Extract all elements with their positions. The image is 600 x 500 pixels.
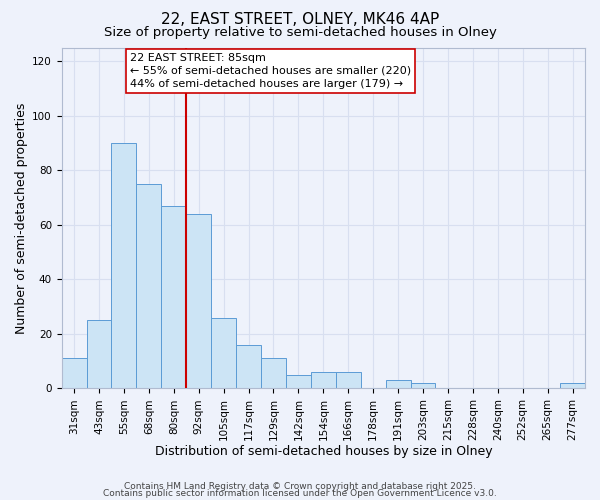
Text: 22, EAST STREET, OLNEY, MK46 4AP: 22, EAST STREET, OLNEY, MK46 4AP xyxy=(161,12,439,28)
Bar xyxy=(386,380,410,388)
Bar xyxy=(211,318,236,388)
Text: Size of property relative to semi-detached houses in Olney: Size of property relative to semi-detach… xyxy=(104,26,496,39)
Bar xyxy=(236,345,261,389)
Bar xyxy=(560,383,585,388)
Y-axis label: Number of semi-detached properties: Number of semi-detached properties xyxy=(15,102,28,334)
Bar xyxy=(86,320,112,388)
Bar xyxy=(161,206,186,388)
Text: Contains HM Land Registry data © Crown copyright and database right 2025.: Contains HM Land Registry data © Crown c… xyxy=(124,482,476,491)
Bar xyxy=(186,214,211,388)
Bar xyxy=(62,358,86,388)
Text: 22 EAST STREET: 85sqm
← 55% of semi-detached houses are smaller (220)
44% of sem: 22 EAST STREET: 85sqm ← 55% of semi-deta… xyxy=(130,52,411,89)
X-axis label: Distribution of semi-detached houses by size in Olney: Distribution of semi-detached houses by … xyxy=(155,444,492,458)
Bar xyxy=(410,383,436,388)
Bar xyxy=(336,372,361,388)
Text: Contains public sector information licensed under the Open Government Licence v3: Contains public sector information licen… xyxy=(103,490,497,498)
Bar xyxy=(286,375,311,388)
Bar xyxy=(261,358,286,388)
Bar xyxy=(311,372,336,388)
Bar xyxy=(136,184,161,388)
Bar xyxy=(112,143,136,388)
